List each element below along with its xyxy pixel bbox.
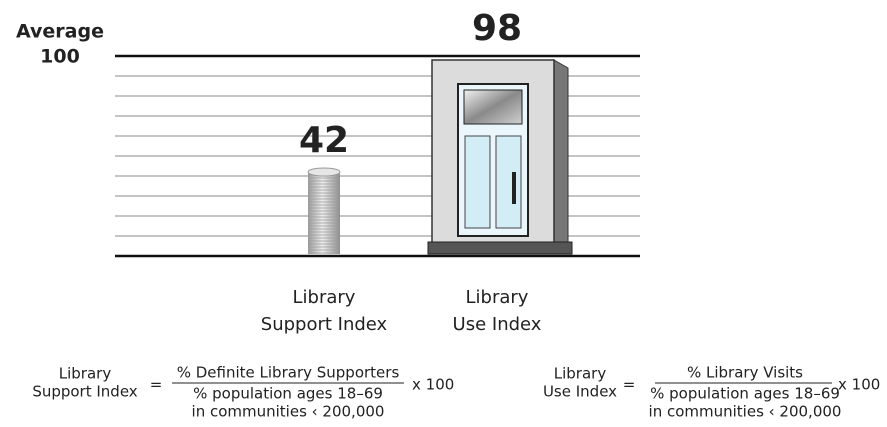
door-transom <box>463 89 523 125</box>
door-panel <box>464 135 491 229</box>
category-label: Support Index <box>261 314 388 335</box>
reference-label: Average <box>16 21 104 43</box>
formula-name: Use Index <box>543 383 617 401</box>
door-panel <box>495 135 522 229</box>
door-handle <box>512 172 516 204</box>
coin-body <box>308 172 340 254</box>
formula-multiplier: x 100 <box>838 376 880 394</box>
formula-denominator: % population ages 18–69 <box>193 385 383 403</box>
formula-name: Library <box>554 365 607 383</box>
coin-top <box>307 167 341 177</box>
formula-equals: = <box>623 376 636 394</box>
door-sill <box>427 241 573 255</box>
formula-denominator: in communities ‹ 200,000 <box>649 403 842 421</box>
reference-value: 100 <box>40 46 80 68</box>
coin-stack <box>307 167 341 254</box>
formula-name: Support Index <box>32 383 137 401</box>
formula-name: Library <box>59 365 112 383</box>
formula-numerator: % Library Visits <box>687 364 803 382</box>
door <box>427 59 573 255</box>
category-label: Use Index <box>453 314 542 335</box>
value-label: 98 <box>472 8 522 49</box>
category-label: Library <box>293 287 356 308</box>
value-label: 42 <box>299 120 349 161</box>
formula-denominator: in communities ‹ 200,000 <box>192 403 385 421</box>
formula-equals: = <box>150 376 163 394</box>
category-label: Library <box>466 287 529 308</box>
formula-denominator: % population ages 18–69 <box>650 385 840 403</box>
formula-multiplier: x 100 <box>412 376 454 394</box>
formula-numerator: % Definite Library Supporters <box>177 364 400 382</box>
door-shadow <box>553 59 569 247</box>
